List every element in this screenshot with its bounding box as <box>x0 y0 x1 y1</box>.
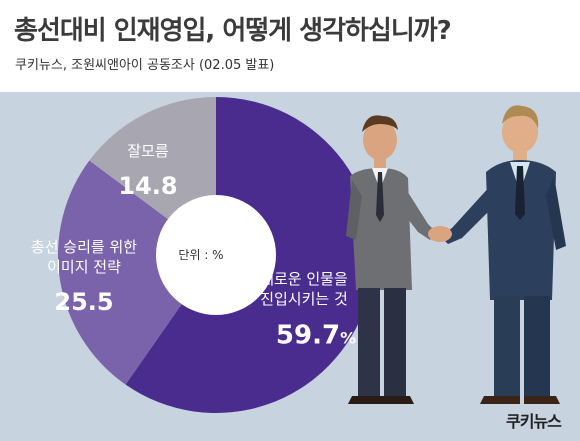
handshake-illustration <box>346 105 566 404</box>
pie-slice <box>57 160 216 385</box>
slice-label: 새로운 인물을 진입시키는 것 <box>260 270 348 308</box>
chart-subtitle: 쿠키뉴스, 조원씨앤아이 공동조사 (02.05 발표) <box>15 58 275 73</box>
slice-label: 총선 승리를 위한 이미지 전략 <box>31 238 137 276</box>
donut-hole <box>156 195 276 315</box>
slice-label: 잘모름 <box>127 142 169 160</box>
right-businessman <box>440 105 566 404</box>
slice-labels: 새로운 인물을 진입시키는 것 59.7% 총선 승리를 위한 이미지 전략 25.5 잘모… <box>31 142 356 351</box>
unit-label: 단위 : % <box>178 248 223 262</box>
handshake-hands <box>428 226 452 242</box>
slice-value: 59.7% <box>276 321 356 351</box>
chart-title: 총선대비 인재영입, 어떻게 생각하십니까? <box>14 16 452 46</box>
slice-value: 14.8 <box>118 172 177 200</box>
brand-logo: 쿠키뉴스 <box>506 412 562 431</box>
left-businessman <box>346 115 436 404</box>
slice-value: 25.5 <box>54 288 113 316</box>
